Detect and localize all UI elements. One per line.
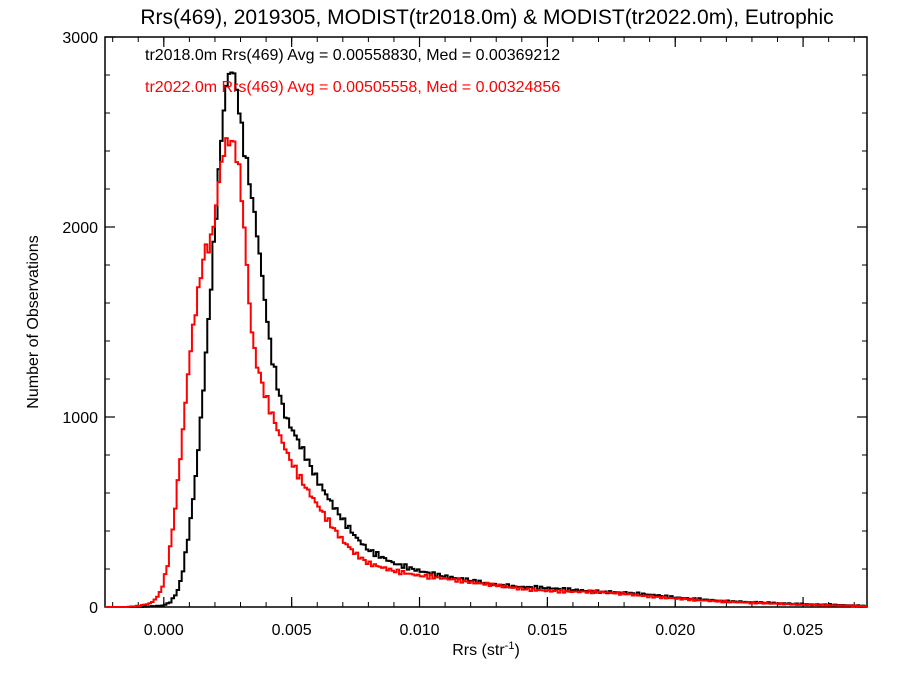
y-tick-label: 1000 [62, 410, 98, 427]
axis-ticks: 0.000 0.005 0.010 0.015 0.020 0.025 0 1000 2000 3… [62, 30, 867, 639]
y-tick-label: 0 [89, 600, 98, 617]
x-tick-label: 0.005 [272, 622, 312, 639]
x-axis-label-main: Rrs (str [452, 642, 505, 659]
annotation-tr2022: tr2022.0m Rrs(469) Avg = 0.00505558, Med… [145, 79, 560, 96]
y-tick-label: 3000 [62, 30, 98, 47]
series-line-tr2022.0m [105, 137, 867, 608]
chart-title: Rrs(469), 2019305, MODIST(tr2018.0m) & M… [140, 6, 833, 29]
x-tick-label: 0.000 [144, 622, 184, 639]
y-axis-label: Number of Observations [25, 235, 42, 408]
x-tick-label: 0.010 [399, 622, 439, 639]
y-tick-label: 2000 [62, 220, 98, 237]
annotation-tr2018: tr2018.0m Rrs(469) Avg = 0.00558830, Med… [145, 47, 560, 64]
x-axis-label: Rrs (str-1) [452, 640, 520, 659]
x-axis-label-superscript: -1 [505, 640, 515, 652]
x-tick-label: 0.020 [655, 622, 695, 639]
series-line-tr2018.0m [105, 71, 867, 608]
x-tick-label: 0.025 [783, 622, 823, 639]
series-layer [105, 71, 867, 608]
x-tick-label: 0.015 [527, 622, 567, 639]
plot-frame [104, 36, 868, 608]
x-axis-label-close: ) [514, 642, 519, 659]
